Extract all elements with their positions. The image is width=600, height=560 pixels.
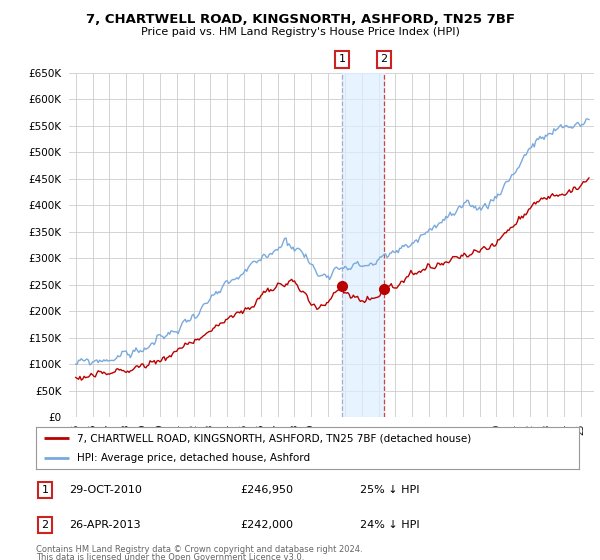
Text: 1: 1 [338,54,346,64]
Text: Contains HM Land Registry data © Crown copyright and database right 2024.: Contains HM Land Registry data © Crown c… [36,545,362,554]
Text: Price paid vs. HM Land Registry's House Price Index (HPI): Price paid vs. HM Land Registry's House … [140,27,460,37]
Text: 24% ↓ HPI: 24% ↓ HPI [360,520,419,530]
Text: £242,000: £242,000 [240,520,293,530]
Text: 2: 2 [380,54,388,64]
Text: 29-OCT-2010: 29-OCT-2010 [69,485,142,495]
Text: £246,950: £246,950 [240,485,293,495]
Bar [342,73,384,417]
Text: 7, CHARTWELL ROAD, KINGSNORTH, ASHFORD, TN25 7BF: 7, CHARTWELL ROAD, KINGSNORTH, ASHFORD, … [86,13,515,26]
Text: 2: 2 [41,520,49,530]
Text: 1: 1 [41,485,49,495]
Text: 26-APR-2013: 26-APR-2013 [69,520,140,530]
Text: 25% ↓ HPI: 25% ↓ HPI [360,485,419,495]
Text: HPI: Average price, detached house, Ashford: HPI: Average price, detached house, Ashf… [77,453,310,463]
Text: 7, CHARTWELL ROAD, KINGSNORTH, ASHFORD, TN25 7BF (detached house): 7, CHARTWELL ROAD, KINGSNORTH, ASHFORD, … [77,433,471,444]
Text: This data is licensed under the Open Government Licence v3.0.: This data is licensed under the Open Gov… [36,553,304,560]
